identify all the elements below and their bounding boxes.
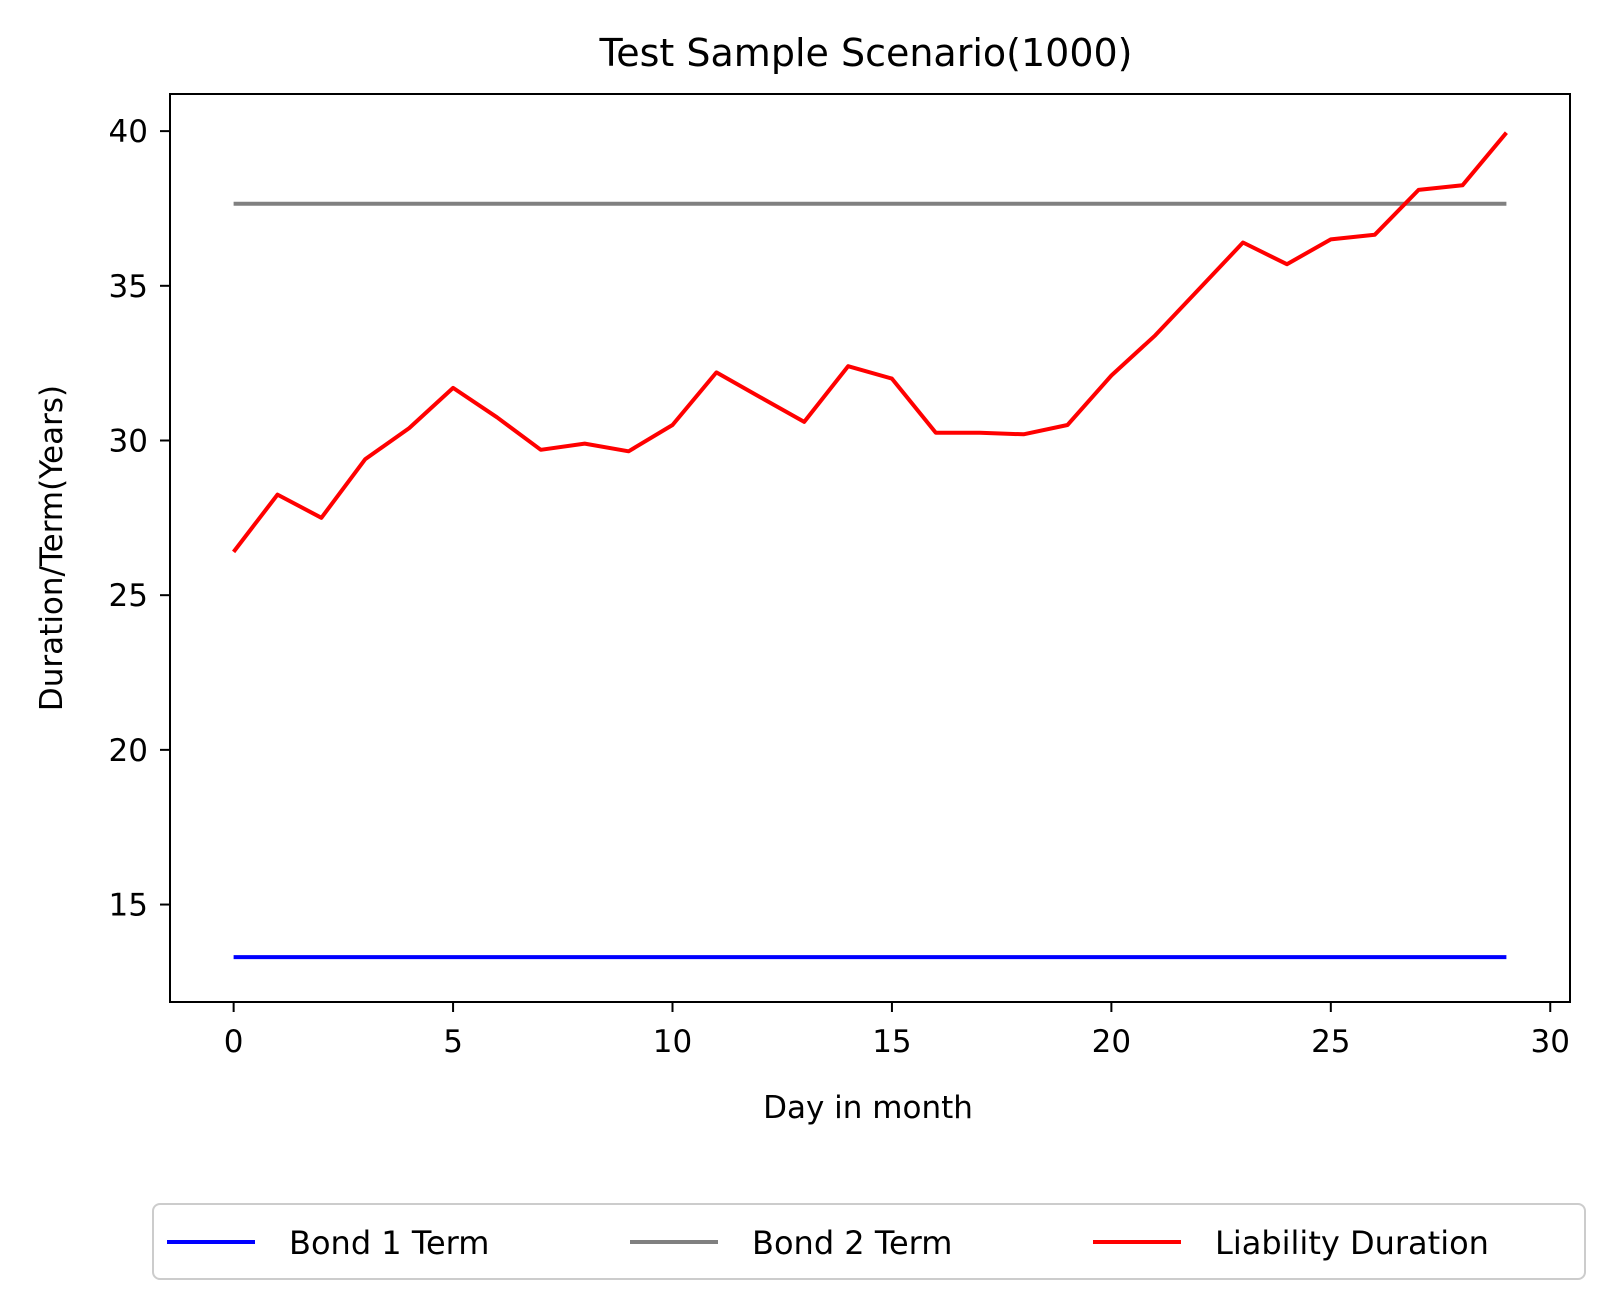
legend-label-3: Liability Duration bbox=[1215, 1224, 1489, 1262]
y-axis-ticks: 15 20 25 30 35 40 bbox=[109, 114, 170, 924]
y-tick-label: 30 bbox=[109, 423, 148, 459]
legend: Bond 1 Term Bond 2 Term Liability Duration bbox=[152, 1203, 1586, 1280]
x-tick-label: 20 bbox=[1092, 1024, 1131, 1060]
legend-frame bbox=[152, 1203, 1586, 1280]
plot-frame bbox=[169, 93, 1571, 1003]
x-axis-label: Day in month bbox=[763, 1090, 973, 1126]
x-tick-label: 25 bbox=[1311, 1024, 1350, 1060]
x-tick-label: 30 bbox=[1531, 1024, 1570, 1060]
y-tick-label: 35 bbox=[109, 269, 148, 305]
x-tick-label: 15 bbox=[872, 1024, 911, 1060]
x-tick-label: 0 bbox=[224, 1024, 244, 1060]
x-tick-label: 10 bbox=[653, 1024, 692, 1060]
x-tick-label: 5 bbox=[443, 1024, 463, 1060]
chart-title: Test Sample Scenario(1000) bbox=[598, 31, 1132, 75]
y-tick-label: 15 bbox=[109, 888, 148, 924]
series-line-3 bbox=[232, 131, 1508, 554]
y-axis-label: Duration/Term(Years) bbox=[34, 385, 70, 711]
y-tick-label: 40 bbox=[109, 114, 148, 150]
y-tick-label: 20 bbox=[109, 733, 148, 769]
plot-area bbox=[169, 93, 1571, 1003]
series-layer bbox=[232, 131, 1508, 960]
legend-label-2: Bond 2 Term bbox=[752, 1224, 952, 1262]
legend-label-1: Bond 1 Term bbox=[289, 1224, 489, 1262]
x-axis-ticks: 0 5 10 15 20 25 30 bbox=[224, 1002, 1570, 1060]
y-tick-label: 25 bbox=[109, 578, 148, 614]
